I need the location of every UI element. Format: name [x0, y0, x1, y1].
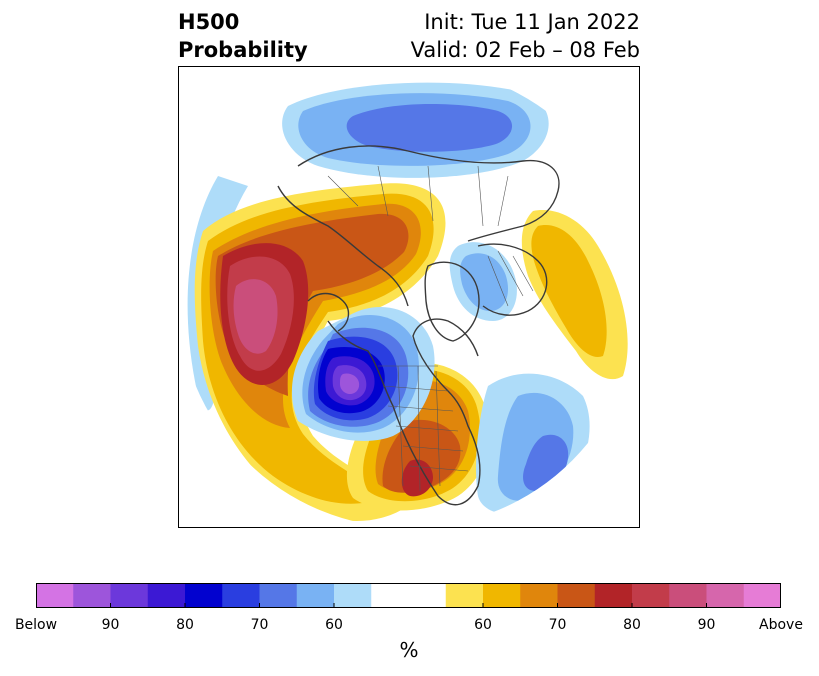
country-borders	[327, 165, 534, 492]
europe-coast	[477, 243, 548, 316]
colorbar-tick-label: 70	[548, 617, 567, 633]
border-line-1	[378, 365, 469, 472]
colorbar-segment	[632, 583, 670, 608]
colorbar-segment	[408, 583, 447, 608]
north-america-coast	[327, 318, 481, 506]
colorbar-tick-label: Above	[759, 617, 803, 633]
colorbar-tick-label: 80	[176, 617, 194, 633]
colorbar-segment	[706, 583, 745, 608]
contour-eus-80	[401, 459, 433, 497]
alaska-coast	[307, 292, 350, 332]
contour-siberia-65	[531, 225, 607, 357]
contour-eus-75	[382, 419, 461, 493]
colorbar-ticks	[36, 603, 781, 608]
asia-pacific-coast	[277, 185, 409, 307]
colorbar-segment	[445, 583, 484, 608]
probability-map	[178, 66, 640, 528]
colorbar-segments	[36, 583, 781, 608]
colorbar-segment	[371, 583, 409, 608]
colorbar-segment	[483, 583, 521, 608]
colorbar-segment	[594, 583, 633, 608]
colorbar-segment	[669, 583, 707, 608]
colorbar-segment	[185, 583, 223, 608]
contour-europe-below-65	[460, 253, 509, 311]
valid-range: Valid: 02 Feb – 08 Feb	[410, 38, 640, 62]
colorbar-segment	[110, 583, 149, 608]
colorbar-segment	[259, 583, 298, 608]
eurasia-coast	[297, 145, 560, 242]
colorbar-tick-label: 70	[250, 617, 269, 633]
border-line-3	[327, 165, 509, 227]
probability-fill	[187, 82, 628, 521]
colorbar-tick-label: 80	[623, 617, 641, 633]
colorbar-outline	[36, 583, 781, 608]
title-field: H500	[178, 10, 240, 34]
colorbar-segment	[73, 583, 111, 608]
colorbar-segment	[36, 583, 74, 608]
colorbar-segment	[222, 583, 260, 608]
colorbar-tick-label: 90	[697, 617, 716, 633]
forecast-dates: Init: Tue 11 Jan 2022 Valid: 02 Feb – 08…	[411, 8, 640, 64]
contour-eurasia-below-70	[346, 104, 513, 152]
colorbar	[36, 583, 781, 608]
colorbar-unit: %	[399, 638, 419, 662]
colorbar-segment	[520, 583, 558, 608]
init-date: Init: Tue 11 Jan 2022	[424, 10, 640, 34]
colorbar-segment	[743, 583, 781, 608]
colorbar-segment	[334, 583, 372, 608]
greenland-coast	[424, 261, 480, 342]
border-line-2	[397, 365, 441, 492]
contour-canada-below-max	[340, 373, 360, 394]
colorbar-tick-label: 60	[325, 617, 343, 633]
map-border	[178, 66, 640, 528]
colorbar-tick-label: 90	[101, 617, 120, 633]
coastlines	[277, 145, 560, 506]
colorbar-tick-label: Below	[14, 617, 58, 633]
contour-above-90	[233, 279, 278, 354]
colorbar-segment	[296, 583, 335, 608]
map-title: H500 Probability	[178, 8, 308, 64]
title-product: Probability	[178, 38, 308, 62]
colorbar-segment	[557, 583, 596, 608]
colorbar-segment	[147, 583, 186, 608]
colorbar-tick-label: 60	[474, 617, 492, 633]
border-line-4	[487, 250, 534, 307]
